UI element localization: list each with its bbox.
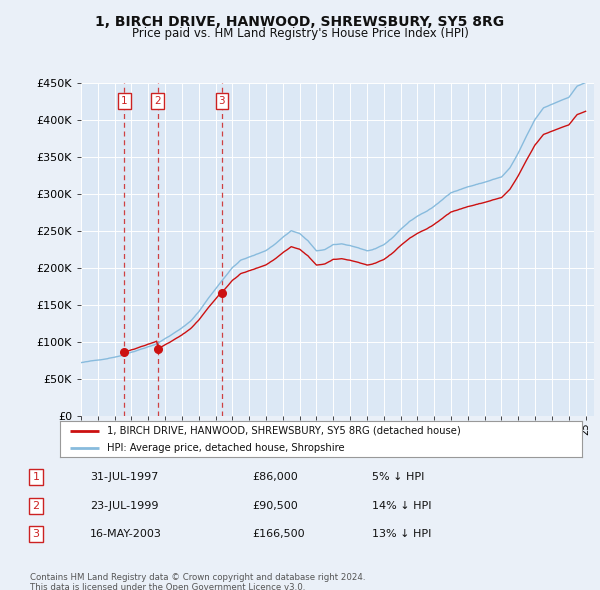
Text: 3: 3 (218, 96, 225, 106)
Text: 31-JUL-1997: 31-JUL-1997 (90, 473, 158, 482)
Text: 23-JUL-1999: 23-JUL-1999 (90, 501, 158, 510)
Text: £90,500: £90,500 (252, 501, 298, 510)
Text: 16-MAY-2003: 16-MAY-2003 (90, 529, 162, 539)
Text: 1, BIRCH DRIVE, HANWOOD, SHREWSBURY, SY5 8RG (detached house): 1, BIRCH DRIVE, HANWOOD, SHREWSBURY, SY5… (107, 426, 461, 436)
Text: 1: 1 (121, 96, 128, 106)
Text: 14% ↓ HPI: 14% ↓ HPI (372, 501, 431, 510)
Text: Contains HM Land Registry data © Crown copyright and database right 2024.: Contains HM Land Registry data © Crown c… (30, 573, 365, 582)
Text: 5% ↓ HPI: 5% ↓ HPI (372, 473, 424, 482)
Text: 2: 2 (32, 501, 40, 510)
Text: 2: 2 (154, 96, 161, 106)
Text: £86,000: £86,000 (252, 473, 298, 482)
Text: 1, BIRCH DRIVE, HANWOOD, SHREWSBURY, SY5 8RG: 1, BIRCH DRIVE, HANWOOD, SHREWSBURY, SY5… (95, 15, 505, 29)
Text: HPI: Average price, detached house, Shropshire: HPI: Average price, detached house, Shro… (107, 442, 344, 453)
Text: £166,500: £166,500 (252, 529, 305, 539)
Text: 1: 1 (32, 473, 40, 482)
Text: Price paid vs. HM Land Registry's House Price Index (HPI): Price paid vs. HM Land Registry's House … (131, 27, 469, 40)
Text: 3: 3 (32, 529, 40, 539)
Text: This data is licensed under the Open Government Licence v3.0.: This data is licensed under the Open Gov… (30, 583, 305, 590)
Text: 13% ↓ HPI: 13% ↓ HPI (372, 529, 431, 539)
